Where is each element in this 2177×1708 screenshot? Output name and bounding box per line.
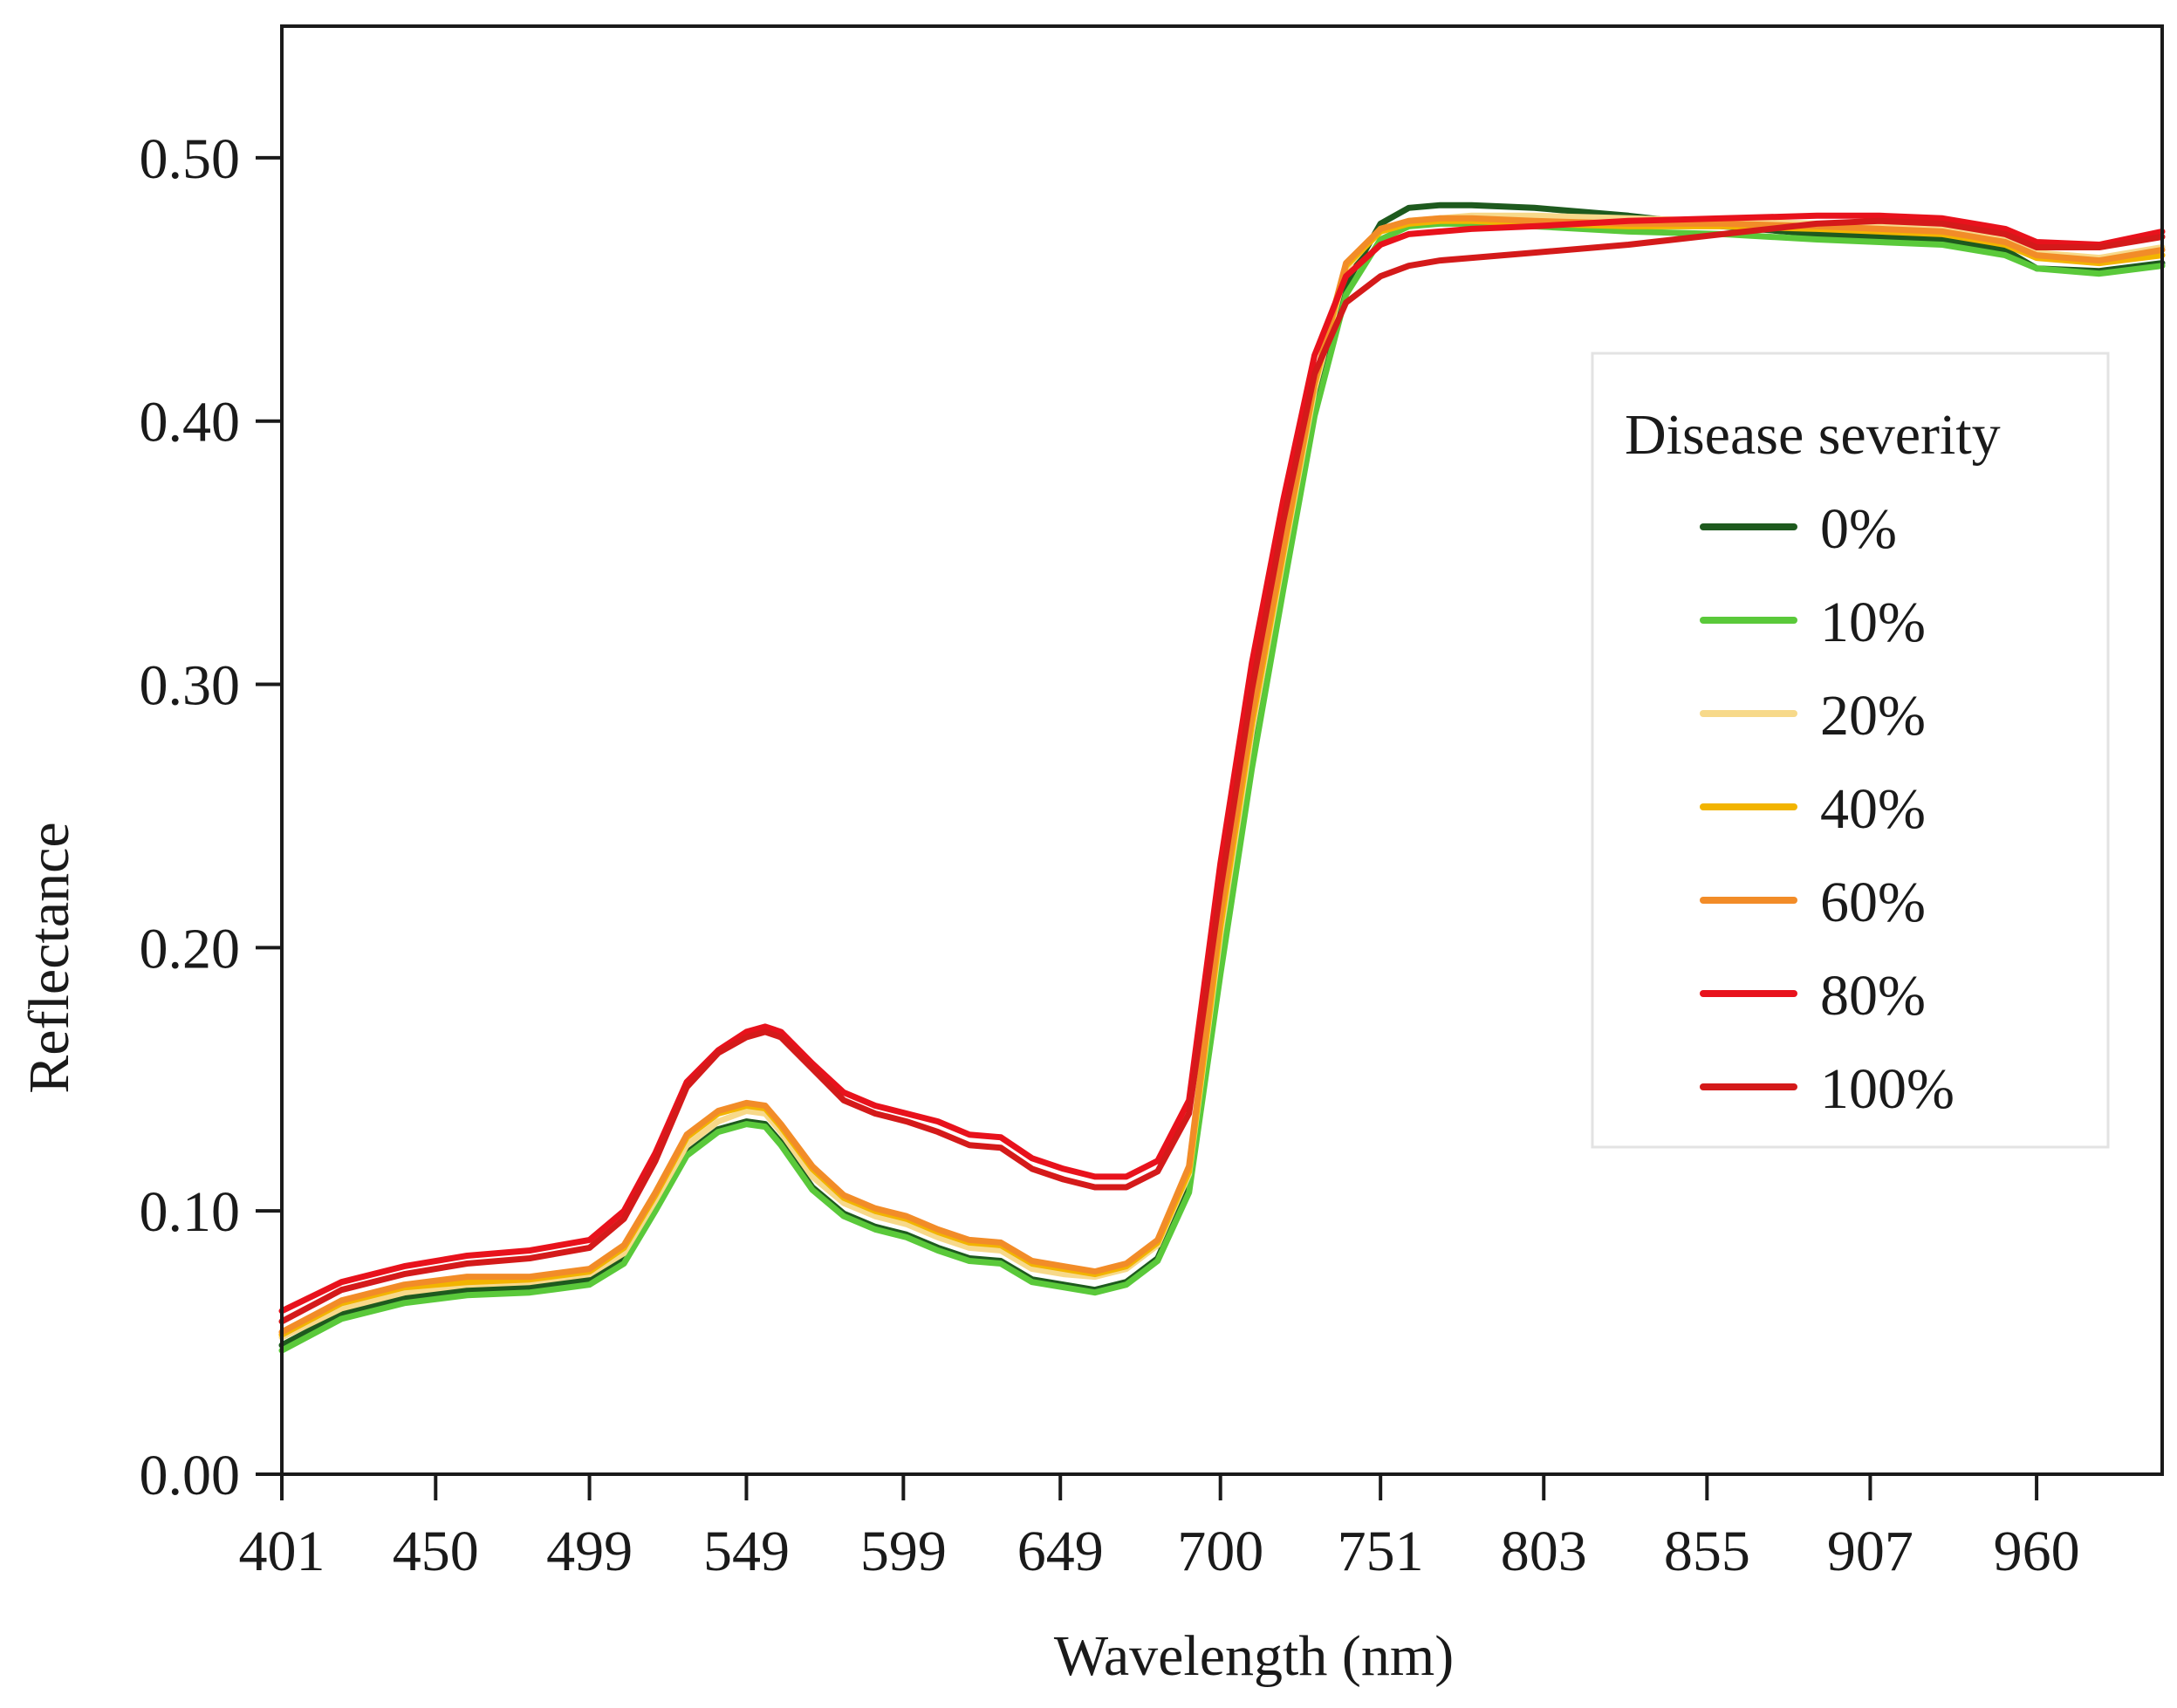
y-tick-label: 0.20: [140, 917, 241, 980]
y-axis-label: Reflectance: [17, 822, 81, 1093]
x-axis-label: Wavelength (nm): [1054, 1624, 1454, 1688]
x-tick-label: 855: [1664, 1520, 1750, 1583]
legend-title: Disease severity: [1625, 403, 2001, 467]
legend: Disease severity 0% 10% 20% 40% 60% 80% 100%: [1591, 352, 2110, 1149]
legend-label: 0%: [1820, 497, 1897, 561]
x-tick-label: 599: [860, 1520, 947, 1583]
legend-label: 80%: [1820, 964, 1926, 1028]
series-line-60pct: [278, 215, 2166, 1336]
x-tick-label: 960: [1994, 1520, 2080, 1583]
series-line-100pct: [278, 217, 2166, 1325]
legend-label: 100%: [1820, 1057, 1955, 1121]
y-axis: 0.00 0.10 0.20 0.30 0.40 0.50: [140, 127, 282, 1507]
plot-lines: [278, 202, 2166, 1354]
x-tick-label: 803: [1501, 1520, 1587, 1583]
x-tick-label: 549: [703, 1520, 790, 1583]
series-line-10pct: [278, 220, 2166, 1354]
x-tick-label: 401: [239, 1520, 325, 1583]
x-tick-label: 450: [393, 1520, 479, 1583]
x-tick-label: 751: [1338, 1520, 1424, 1583]
x-tick-label: 907: [1827, 1520, 1913, 1583]
legend-label: 60%: [1820, 871, 1926, 934]
y-tick-label: 0.10: [140, 1180, 241, 1244]
x-axis: 401 450 499 549 599 649 700 751 803 855 907 960: [239, 1474, 2080, 1583]
legend-label: 10%: [1820, 591, 1926, 654]
x-tick-label: 499: [546, 1520, 633, 1583]
y-tick-label: 0.50: [140, 127, 241, 191]
x-tick-label: 649: [1017, 1520, 1104, 1583]
y-tick-label: 0.40: [140, 391, 241, 454]
legend-box: [1591, 352, 2110, 1149]
legend-items: 0% 10% 20% 40% 60% 80% 100%: [1700, 497, 1955, 1121]
legend-label: 40%: [1820, 777, 1926, 841]
x-tick-label: 700: [1177, 1520, 1263, 1583]
legend-label: 20%: [1820, 684, 1926, 748]
y-tick-label: 0.30: [140, 654, 241, 718]
y-tick-label: 0.00: [140, 1444, 241, 1507]
